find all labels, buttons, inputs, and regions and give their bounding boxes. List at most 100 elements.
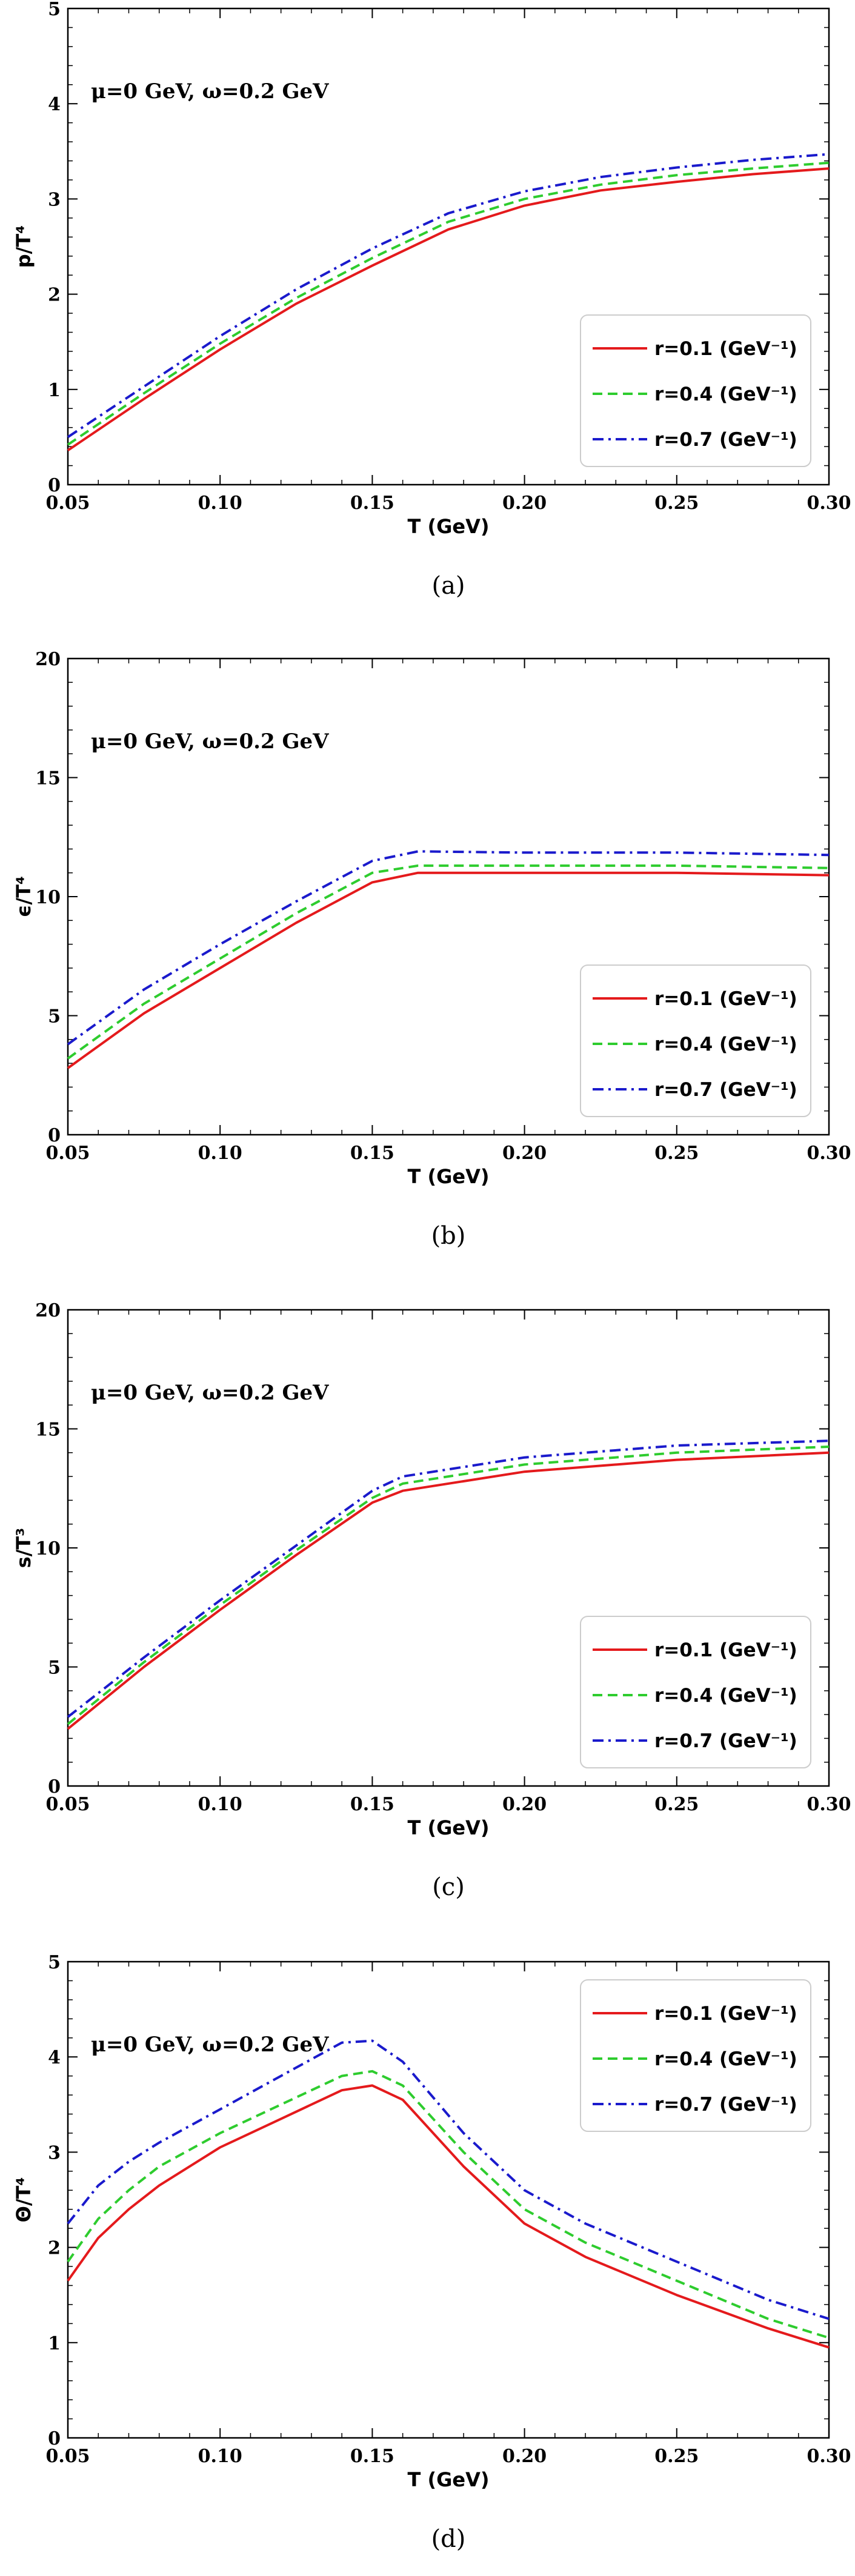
y-tick-label: 5 <box>48 1952 61 1973</box>
chart-panel-3: 0.05 0.10 0.15 0.20 0.25 0.30 0 5 10 15 20 T (GeV) s… <box>12 1300 851 1901</box>
panel-caption: (b) <box>431 1222 466 1250</box>
series-line-3 <box>67 153 830 439</box>
y-tick-label: 2 <box>48 2238 61 2259</box>
plot-frame <box>67 1960 830 2439</box>
series-line-2 <box>67 864 830 1060</box>
legend: r=0.1 (GeV⁻¹) r=0.4 (GeV⁻¹) r=0.7 (GeV⁻¹) <box>580 1616 811 1768</box>
y-tick-label: 15 <box>35 768 61 789</box>
parameter-annotation: μ=0 GeV, ω=0.2 GeV <box>91 729 329 754</box>
legend: r=0.1 (GeV⁻¹) r=0.4 (GeV⁻¹) r=0.7 (GeV⁻¹) <box>580 964 811 1117</box>
chart-panel-2: 0.05 0.10 0.15 0.20 0.25 0.30 0 5 10 15 20 T (GeV) ϵ… <box>12 649 851 1250</box>
x-tick-label: 0.30 <box>807 1794 851 1815</box>
x-tick-label: 0.30 <box>807 493 851 514</box>
x-tick-label: 0.20 <box>502 1794 547 1815</box>
x-tick-label: 0.20 <box>502 493 547 514</box>
y-tick-label: 3 <box>48 189 61 210</box>
legend-label: r=0.4 (GeV⁻¹) <box>654 2048 797 2070</box>
parameter-annotation: μ=0 GeV, ω=0.2 GeV <box>91 2033 329 2057</box>
y-tick-label: 4 <box>48 2047 61 2068</box>
y-tick-label: 0 <box>48 475 61 496</box>
y-axis-title: Θ/T⁴ <box>12 2177 35 2223</box>
y-tick-label: 15 <box>35 1419 61 1441</box>
x-tick-label: 0.25 <box>654 1794 699 1815</box>
legend-label: r=0.1 (GeV⁻¹) <box>654 1639 797 1661</box>
y-tick-label: 10 <box>35 1538 61 1559</box>
x-axis-title: T (GeV) <box>408 515 490 538</box>
x-tick-label: 0.10 <box>198 1143 242 1164</box>
y-tick-label: 20 <box>35 1300 61 1321</box>
x-axis-title: T (GeV) <box>408 2468 490 2491</box>
legend-box <box>580 1616 811 1768</box>
legend-label: r=0.4 (GeV⁻¹) <box>654 1685 797 1707</box>
series-line-1 <box>67 871 830 1069</box>
legend-label: r=0.4 (GeV⁻¹) <box>654 1034 797 1055</box>
legend-label: r=0.7 (GeV⁻¹) <box>654 1730 797 1752</box>
y-tick-label: 1 <box>48 380 61 401</box>
x-tick-label: 0.30 <box>807 1143 851 1164</box>
series-line-2 <box>67 1446 830 1725</box>
series-line-1 <box>67 167 830 452</box>
y-tick-label: 0 <box>48 1125 61 1146</box>
x-axis-title: T (GeV) <box>408 1165 490 1188</box>
legend-label: r=0.7 (GeV⁻¹) <box>654 429 797 451</box>
plot-frame <box>67 7 830 486</box>
panel-caption: (a) <box>431 572 465 600</box>
series-line-3 <box>67 1439 830 1718</box>
x-tick-label: 0.15 <box>350 2446 394 2467</box>
x-tick-label: 0.10 <box>198 1794 242 1815</box>
panel-caption: (d) <box>431 2525 466 2553</box>
x-tick-label: 0.15 <box>350 493 394 514</box>
y-tick-label: 2 <box>48 285 61 306</box>
x-tick-label: 0.05 <box>45 1143 90 1164</box>
chart-panel-4: 0.05 0.10 0.15 0.20 0.25 0.30 0 1 2 3 4 5 T (GeV) Θ/T… <box>12 1952 851 2553</box>
y-tick-label: 20 <box>35 649 61 670</box>
legend-label: r=0.1 (GeV⁻¹) <box>654 988 797 1010</box>
y-tick-label: 4 <box>48 94 61 115</box>
x-tick-label: 0.10 <box>198 2446 242 2467</box>
y-tick-label: 3 <box>48 2142 61 2163</box>
legend-label: r=0.7 (GeV⁻¹) <box>654 2094 797 2116</box>
legend-box <box>580 314 811 467</box>
legend: r=0.1 (GeV⁻¹) r=0.4 (GeV⁻¹) r=0.7 (GeV⁻¹) <box>580 314 811 467</box>
legend-label: r=0.1 (GeV⁻¹) <box>654 338 797 360</box>
x-tick-label: 0.25 <box>654 493 699 514</box>
y-tick-label: 0 <box>48 1776 61 1798</box>
x-tick-label: 0.05 <box>45 1794 90 1815</box>
x-tick-label: 0.10 <box>198 493 242 514</box>
legend-box <box>580 1979 811 2132</box>
x-tick-label: 0.05 <box>45 2446 90 2467</box>
y-axis-title: p/T⁴ <box>12 225 35 268</box>
series-line-2 <box>67 2070 830 2339</box>
series-line-3 <box>67 2039 830 2320</box>
x-tick-label: 0.05 <box>45 493 90 514</box>
series-line-2 <box>67 161 830 446</box>
x-tick-label: 0.15 <box>350 1794 394 1815</box>
x-axis-title: T (GeV) <box>408 1816 490 1839</box>
parameter-annotation: μ=0 GeV, ω=0.2 GeV <box>91 79 329 104</box>
legend: r=0.1 (GeV⁻¹) r=0.4 (GeV⁻¹) r=0.7 (GeV⁻¹) <box>580 1979 811 2132</box>
x-tick-label: 0.15 <box>350 1143 394 1164</box>
chart-panel-1: 0.05 0.10 0.15 0.20 0.25 0.30 0 1 2 3 4 5 T (GeV) p/T… <box>12 0 851 600</box>
y-tick-label: 5 <box>48 1006 61 1027</box>
x-tick-label: 0.25 <box>654 1143 699 1164</box>
y-tick-label: 1 <box>48 2333 61 2354</box>
series-line-3 <box>67 850 830 1046</box>
x-tick-label: 0.25 <box>654 2446 699 2467</box>
parameter-annotation: μ=0 GeV, ω=0.2 GeV <box>91 1381 329 1405</box>
y-tick-label: 5 <box>48 0 61 20</box>
series-line-1 <box>67 2084 830 2349</box>
x-tick-label: 0.30 <box>807 2446 851 2467</box>
legend-label: r=0.7 (GeV⁻¹) <box>654 1079 797 1101</box>
y-axis-title: ϵ/T⁴ <box>12 876 35 917</box>
panel-caption: (c) <box>432 1873 465 1901</box>
legend-label: r=0.1 (GeV⁻¹) <box>654 2003 797 2025</box>
y-tick-label: 10 <box>35 887 61 908</box>
legend-box <box>580 964 811 1117</box>
y-tick-label: 0 <box>48 2428 61 2449</box>
x-tick-label: 0.20 <box>502 2446 547 2467</box>
series-line-1 <box>67 1451 830 1730</box>
x-tick-label: 0.20 <box>502 1143 547 1164</box>
y-axis-title: s/T³ <box>12 1528 35 1569</box>
legend-label: r=0.4 (GeV⁻¹) <box>654 383 797 405</box>
